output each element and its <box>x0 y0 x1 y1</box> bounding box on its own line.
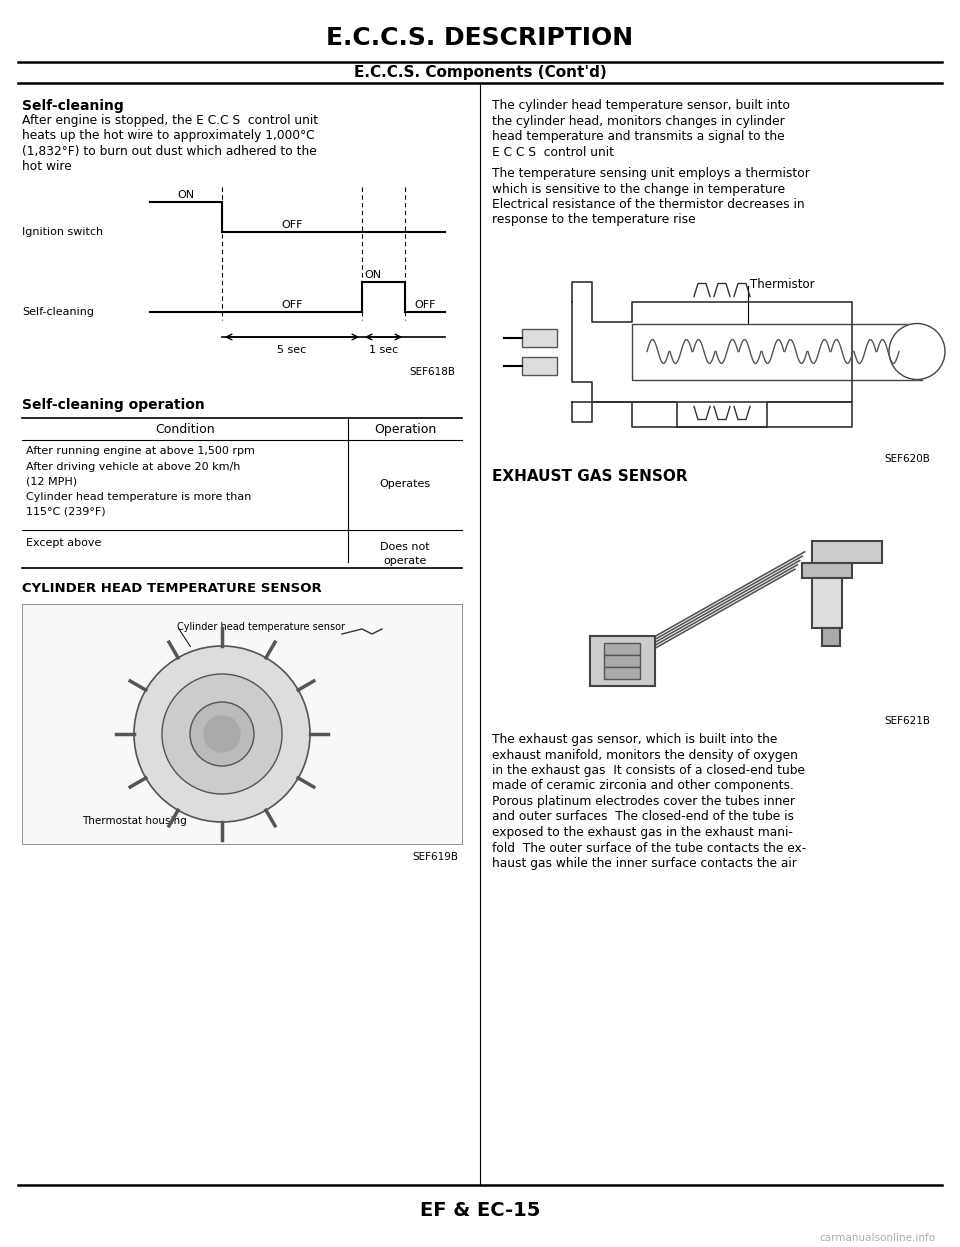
Text: SEF620B: SEF620B <box>884 454 930 464</box>
Text: 115°C (239°F): 115°C (239°F) <box>26 506 106 516</box>
Text: head temperature and transmits a signal to the: head temperature and transmits a signal … <box>492 130 784 143</box>
Text: SEF619B: SEF619B <box>412 852 458 862</box>
Text: carmanualsonline.info: carmanualsonline.info <box>819 1233 935 1243</box>
Text: SEF618B: SEF618B <box>409 367 455 377</box>
Text: The exhaust gas sensor, which is built into the: The exhaust gas sensor, which is built i… <box>492 733 778 746</box>
Text: response to the temperature rise: response to the temperature rise <box>492 213 696 227</box>
Text: Except above: Except above <box>26 537 102 547</box>
Text: SEF621B: SEF621B <box>884 716 930 726</box>
Text: The temperature sensing unit employs a thermistor: The temperature sensing unit employs a t… <box>492 167 810 180</box>
Bar <box>604 655 640 667</box>
Text: 5 sec: 5 sec <box>277 345 306 355</box>
Text: EF & EC-15: EF & EC-15 <box>420 1201 540 1220</box>
Text: Condition: Condition <box>156 423 215 436</box>
Circle shape <box>204 716 240 752</box>
Bar <box>802 562 852 579</box>
Text: OFF: OFF <box>415 301 436 311</box>
Text: (1,832°F) to burn out dust which adhered to the: (1,832°F) to burn out dust which adhered… <box>22 145 317 158</box>
Text: Thermistor: Thermistor <box>750 278 815 291</box>
Text: OFF: OFF <box>281 301 302 311</box>
Text: and outer surfaces  The closed-end of the tube is: and outer surfaces The closed-end of the… <box>492 811 794 823</box>
Bar <box>812 579 842 628</box>
Text: OFF: OFF <box>281 219 302 229</box>
Text: 1 sec: 1 sec <box>369 345 398 355</box>
Bar <box>22 604 462 844</box>
Text: fold  The outer surface of the tube contacts the ex-: fold The outer surface of the tube conta… <box>492 842 806 854</box>
Text: After driving vehicle at above 20 km/h: After driving vehicle at above 20 km/h <box>26 461 240 473</box>
Circle shape <box>162 673 282 794</box>
Text: in the exhaust gas  It consists of a closed-end tube: in the exhaust gas It consists of a clos… <box>492 764 805 777</box>
Text: Does not: Does not <box>380 542 430 552</box>
Text: Self-cleaning: Self-cleaning <box>22 307 94 317</box>
Text: Operation: Operation <box>373 423 436 436</box>
Text: Self-cleaning operation: Self-cleaning operation <box>22 398 204 412</box>
Text: hot wire: hot wire <box>22 161 72 173</box>
Bar <box>604 643 640 655</box>
Text: exhaust manifold, monitors the density of oxygen: exhaust manifold, monitors the density o… <box>492 748 798 762</box>
Text: Self-cleaning: Self-cleaning <box>22 99 124 113</box>
Circle shape <box>214 726 230 742</box>
Bar <box>812 541 882 562</box>
Bar <box>822 628 840 646</box>
Text: E.C.C.S. Components (Cont'd): E.C.C.S. Components (Cont'd) <box>353 66 607 81</box>
Bar <box>604 667 640 680</box>
Text: exposed to the exhaust gas in the exhaust mani-: exposed to the exhaust gas in the exhaus… <box>492 826 793 839</box>
Text: haust gas while the inner surface contacts the air: haust gas while the inner surface contac… <box>492 857 797 870</box>
Text: Ignition switch: Ignition switch <box>22 227 103 237</box>
Text: Cylinder head temperature sensor: Cylinder head temperature sensor <box>177 622 345 632</box>
Text: E.C.C.S. DESCRIPTION: E.C.C.S. DESCRIPTION <box>326 26 634 50</box>
Circle shape <box>190 702 254 766</box>
Text: After engine is stopped, the E C.C S  control unit: After engine is stopped, the E C.C S con… <box>22 113 318 127</box>
Text: made of ceramic zirconia and other components.: made of ceramic zirconia and other compo… <box>492 779 794 793</box>
Text: After running engine at above 1,500 rpm: After running engine at above 1,500 rpm <box>26 446 254 456</box>
Text: (12 MPH): (12 MPH) <box>26 476 77 486</box>
Bar <box>632 323 922 379</box>
Text: CYLINDER HEAD TEMPERATURE SENSOR: CYLINDER HEAD TEMPERATURE SENSOR <box>22 582 322 595</box>
Text: the cylinder head, monitors changes in cylinder: the cylinder head, monitors changes in c… <box>492 115 784 127</box>
Text: Operates: Operates <box>379 479 431 489</box>
Bar <box>590 636 655 686</box>
Text: Thermostat housing: Thermostat housing <box>82 816 187 826</box>
Text: Cylinder head temperature is more than: Cylinder head temperature is more than <box>26 493 252 503</box>
Text: which is sensitive to the change in temperature: which is sensitive to the change in temp… <box>492 182 785 196</box>
Text: Porous platinum electrodes cover the tubes inner: Porous platinum electrodes cover the tub… <box>492 796 795 808</box>
Text: heats up the hot wire to approximately 1,000°C: heats up the hot wire to approximately 1… <box>22 130 315 142</box>
Bar <box>522 357 557 374</box>
Text: E C C S  control unit: E C C S control unit <box>492 146 614 158</box>
Text: EXHAUST GAS SENSOR: EXHAUST GAS SENSOR <box>492 469 687 484</box>
Circle shape <box>889 323 945 379</box>
Text: Electrical resistance of the thermistor decreases in: Electrical resistance of the thermistor … <box>492 198 804 211</box>
Text: operate: operate <box>383 556 426 566</box>
Text: The cylinder head temperature sensor, built into: The cylinder head temperature sensor, bu… <box>492 99 790 112</box>
Circle shape <box>134 646 310 822</box>
Text: ON: ON <box>364 271 381 281</box>
Text: ON: ON <box>178 190 195 200</box>
Bar <box>522 328 557 347</box>
